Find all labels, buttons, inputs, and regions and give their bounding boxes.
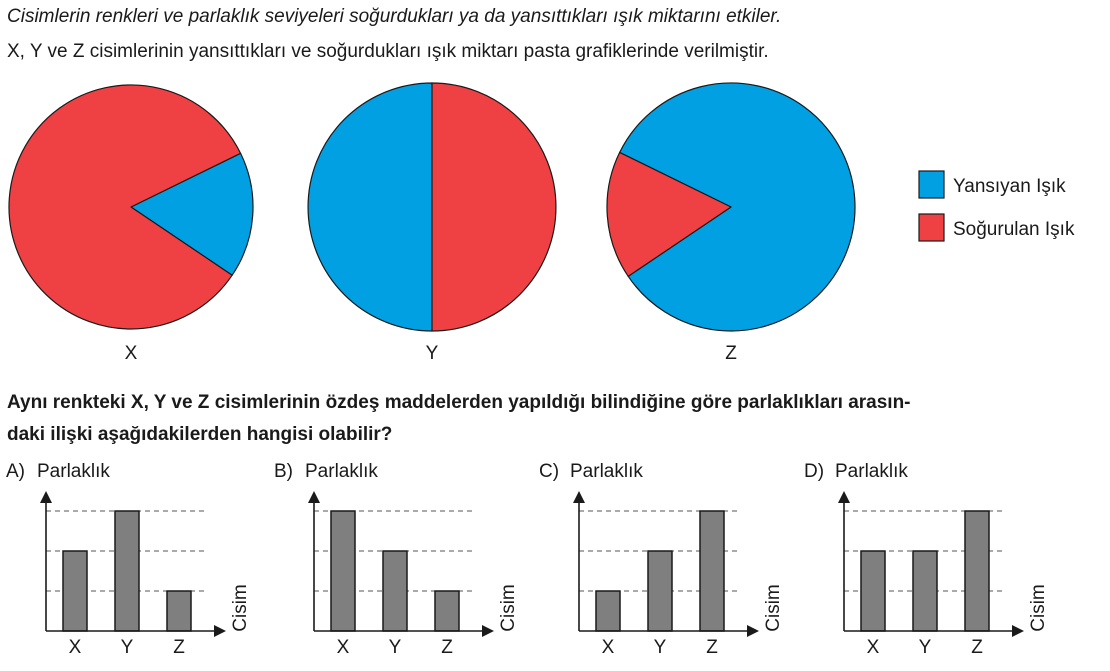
intro-line-2: X, Y ve Z cisimlerinin yansıttıkları ve … bbox=[7, 41, 769, 62]
legend-label-absorbed: Soğurulan Işık bbox=[953, 219, 1075, 240]
bar-chart-a-xlabel: Cisim bbox=[230, 584, 251, 632]
bar-chart-d-y-arrow bbox=[838, 491, 850, 503]
bar-chart-b-bar-y bbox=[382, 550, 408, 632]
bar-chart-d-ylabel: Parlaklık bbox=[835, 461, 908, 482]
bar-chart-c-tick-x: X bbox=[602, 637, 615, 658]
bar-chart-b-tick-z: Z bbox=[441, 637, 453, 658]
pie-x-slice-absorbed bbox=[8, 84, 242, 330]
bar-chart-a-bar-z bbox=[166, 590, 192, 632]
bar-chart-d-tick-y: Y bbox=[919, 637, 932, 658]
bar-chart-c-tick-z: Z bbox=[706, 637, 718, 658]
bar-chart-b-x-arrow bbox=[482, 625, 494, 637]
bar-chart-b-xlabel: Cisim bbox=[498, 584, 519, 632]
bar-chart-c-bar-x bbox=[595, 590, 621, 632]
bar-chart-b-tick-x: X bbox=[337, 637, 350, 658]
bar-chart-c-x-arrow bbox=[747, 625, 759, 637]
bar-chart-a-y-arrow bbox=[40, 491, 52, 503]
bar-chart-a-bar-x bbox=[62, 550, 88, 632]
bar-chart-d-option: D) bbox=[804, 461, 824, 482]
bar-chart-a-tick-y: Y bbox=[121, 637, 134, 658]
pie-z-label: Z bbox=[725, 343, 737, 364]
bar-chart-a-tick-x: X bbox=[69, 637, 82, 658]
legend-swatch-reflected bbox=[918, 170, 945, 199]
pie-y-label: Y bbox=[426, 343, 439, 364]
legend-swatch-absorbed bbox=[918, 213, 945, 242]
intro-line-1: Cisimlerin renkleri ve parlaklık seviyel… bbox=[7, 6, 782, 27]
bar-chart-a-ylabel: Parlaklık bbox=[37, 461, 110, 482]
bar-chart-c-ylabel: Parlaklık bbox=[570, 461, 643, 482]
bar-chart-c-option: C) bbox=[539, 461, 559, 482]
bar-chart-b-option: B) bbox=[274, 461, 293, 482]
bar-chart-d-tick-z: Z bbox=[971, 637, 983, 658]
legend-label-reflected: Yansıyan Işık bbox=[953, 176, 1066, 197]
bar-chart-b-tick-y: Y bbox=[389, 637, 402, 658]
bar-chart-b-bar-x bbox=[330, 510, 356, 632]
question-line-1: Aynı renkteki X, Y ve Z cisimlerinin özd… bbox=[7, 392, 911, 413]
bar-chart-c-bar-y bbox=[647, 550, 673, 632]
bar-chart-d-x-arrow bbox=[1012, 625, 1024, 637]
bar-chart-a-option: A) bbox=[6, 461, 25, 482]
bar-chart-b-ylabel: Parlaklık bbox=[305, 461, 378, 482]
bar-chart-a-bar-y bbox=[114, 510, 140, 632]
bar-chart-d-bar-x bbox=[860, 550, 886, 632]
bar-chart-c-tick-y: Y bbox=[654, 637, 667, 658]
pie-z-slice-reflected bbox=[619, 82, 856, 332]
pie-x-slice-reflected bbox=[130, 152, 254, 276]
bar-chart-d-tick-x: X bbox=[867, 637, 880, 658]
bar-chart-d-xlabel: Cisim bbox=[1028, 584, 1049, 632]
bar-chart-b-y-arrow bbox=[308, 491, 320, 503]
pie-y-slice-absorbed bbox=[431, 82, 557, 332]
question-line-2: daki ilişki aşağıdakilerden hangisi olab… bbox=[7, 424, 393, 445]
bar-chart-d-bar-y bbox=[912, 550, 938, 632]
bar-chart-a-x-arrow bbox=[214, 625, 226, 637]
pie-z-slice-absorbed bbox=[606, 151, 732, 277]
pie-x-label: X bbox=[125, 343, 138, 364]
question-text: Aynı renkteki X, Y ve Z cisimlerinin özd… bbox=[7, 387, 1107, 451]
bar-chart-d-bar-z bbox=[964, 510, 990, 632]
bar-chart-c-xlabel: Cisim bbox=[763, 584, 784, 632]
bar-chart-b-bar-z bbox=[434, 590, 460, 632]
bar-chart-a-tick-z: Z bbox=[173, 637, 185, 658]
bar-chart-c-bar-z bbox=[699, 510, 725, 632]
pie-y-slice-reflected bbox=[307, 82, 433, 332]
bar-chart-c-y-arrow bbox=[573, 491, 585, 503]
